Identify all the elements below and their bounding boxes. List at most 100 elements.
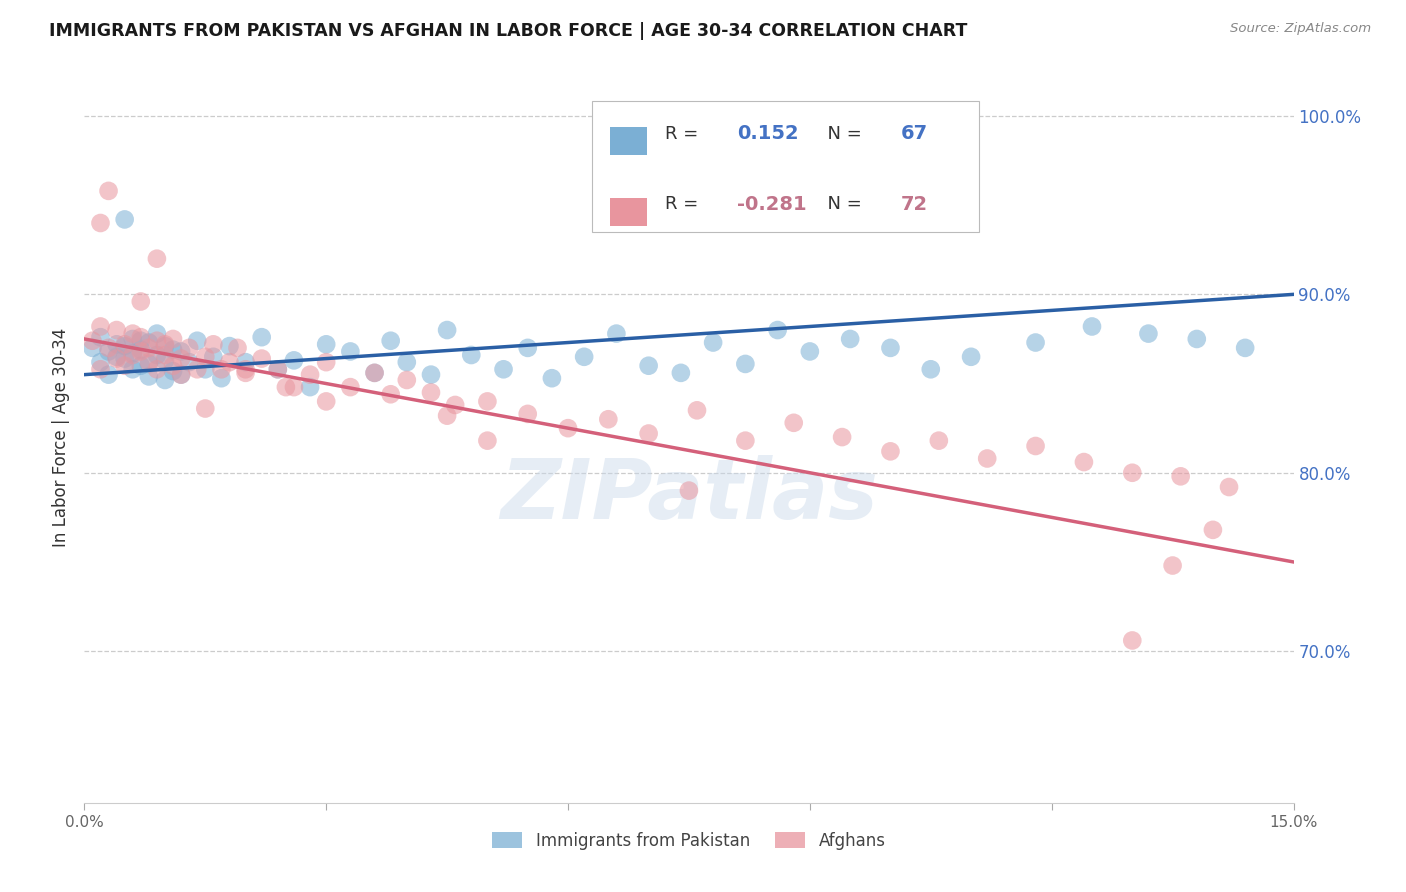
Point — [153, 373, 176, 387]
Point — [444, 398, 467, 412]
FancyBboxPatch shape — [592, 101, 979, 232]
Point — [420, 368, 443, 382]
Point — [105, 323, 128, 337]
Point — [339, 344, 361, 359]
Point — [186, 362, 208, 376]
Point — [138, 357, 160, 371]
Point — [839, 332, 862, 346]
Point — [605, 326, 627, 341]
Point — [541, 371, 564, 385]
Text: N =: N = — [815, 195, 868, 213]
Point — [170, 368, 193, 382]
Point — [363, 366, 385, 380]
Point — [557, 421, 579, 435]
Point — [97, 344, 120, 359]
Point — [129, 343, 152, 357]
Text: 67: 67 — [901, 124, 928, 143]
Point — [1081, 319, 1104, 334]
Point — [162, 364, 184, 378]
Point — [436, 323, 458, 337]
Point — [194, 350, 217, 364]
Point — [831, 430, 853, 444]
Point — [235, 366, 257, 380]
Point — [380, 334, 402, 348]
Point — [194, 362, 217, 376]
Point — [783, 416, 806, 430]
Point — [235, 362, 257, 376]
FancyBboxPatch shape — [610, 198, 647, 227]
Point — [363, 366, 385, 380]
Point — [678, 483, 700, 498]
Point — [170, 351, 193, 366]
Point — [162, 332, 184, 346]
Point — [153, 337, 176, 351]
Point — [1202, 523, 1225, 537]
Point — [492, 362, 515, 376]
Text: -0.281: -0.281 — [737, 195, 807, 214]
Point — [637, 426, 659, 441]
Text: N =: N = — [815, 125, 868, 143]
Point — [928, 434, 950, 448]
Y-axis label: In Labor Force | Age 30-34: In Labor Force | Age 30-34 — [52, 327, 70, 547]
Point — [395, 373, 418, 387]
Point — [920, 362, 942, 376]
Point — [420, 385, 443, 400]
Point — [879, 444, 901, 458]
Point — [89, 355, 111, 369]
Point — [1234, 341, 1257, 355]
Point — [194, 401, 217, 416]
Text: 72: 72 — [901, 195, 928, 214]
Point — [105, 350, 128, 364]
Point — [315, 337, 337, 351]
Point — [121, 332, 143, 346]
Point — [162, 343, 184, 357]
Point — [339, 380, 361, 394]
Point — [209, 371, 232, 385]
Point — [129, 334, 152, 348]
Point — [170, 368, 193, 382]
Point — [1161, 558, 1184, 573]
Point — [250, 330, 273, 344]
Point — [114, 212, 136, 227]
Point — [146, 334, 169, 348]
Point — [250, 351, 273, 366]
Point — [1073, 455, 1095, 469]
Point — [179, 341, 201, 355]
Point — [121, 326, 143, 341]
Point — [1137, 326, 1160, 341]
Point — [734, 434, 756, 448]
Point — [218, 355, 240, 369]
Point — [283, 353, 305, 368]
Point — [138, 335, 160, 350]
Point — [283, 380, 305, 394]
Point — [734, 357, 756, 371]
Point — [436, 409, 458, 423]
Point — [1170, 469, 1192, 483]
Point — [153, 353, 176, 368]
Point — [82, 341, 104, 355]
Point — [146, 252, 169, 266]
Point — [572, 350, 595, 364]
Point — [598, 412, 620, 426]
Point — [89, 330, 111, 344]
Point — [1185, 332, 1208, 346]
Point — [235, 355, 257, 369]
Point — [274, 380, 297, 394]
Point — [114, 351, 136, 366]
Point — [477, 434, 499, 448]
Point — [1121, 466, 1143, 480]
Point — [89, 319, 111, 334]
Point — [129, 330, 152, 344]
Point — [153, 339, 176, 353]
Point — [146, 326, 169, 341]
Point — [114, 337, 136, 351]
Point — [89, 216, 111, 230]
Point — [202, 350, 225, 364]
Point — [97, 368, 120, 382]
Point — [299, 368, 322, 382]
Point — [960, 350, 983, 364]
Point — [702, 335, 724, 350]
FancyBboxPatch shape — [610, 128, 647, 155]
Point — [1025, 439, 1047, 453]
Point — [89, 362, 111, 376]
